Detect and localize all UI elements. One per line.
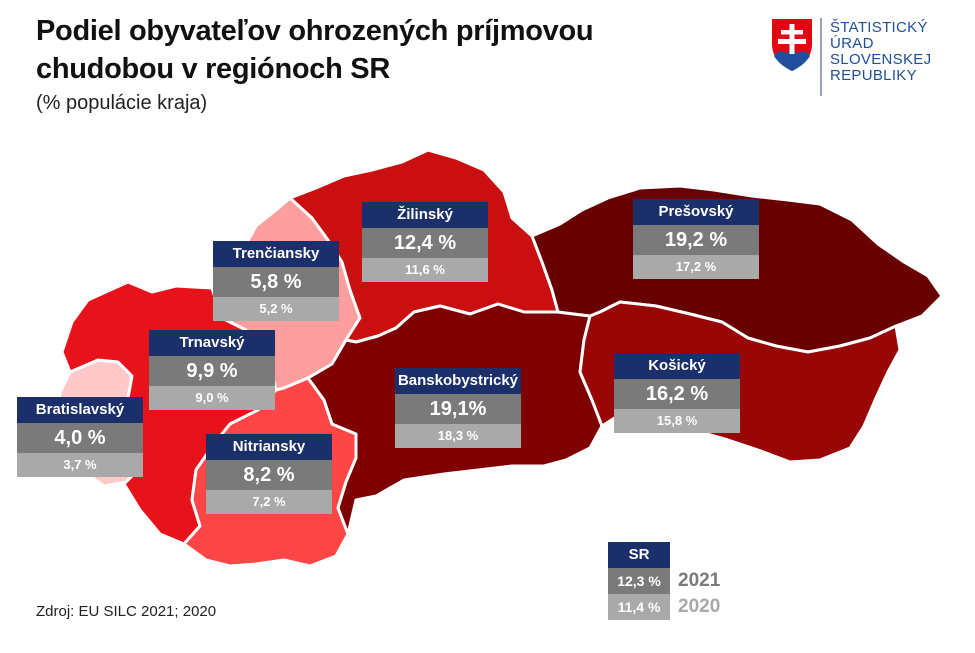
label-presovsky: Prešovský 19,2 % 17,2 % xyxy=(633,199,759,279)
value-2021: 4,0 % xyxy=(17,423,143,453)
value-2020: 5,2 % xyxy=(213,297,339,321)
source-note: Zdroj: EU SILC 2021; 2020 xyxy=(36,603,217,620)
label-banskobystricky: Banskobystrický 19,1% 18,3 % xyxy=(395,368,521,448)
label-bratislavsky: Bratislavský 4,0 % 3,7 % xyxy=(17,397,143,477)
sr-legend: SR 12,3 % 2021 11,4 % 2020 xyxy=(608,542,720,620)
value-2021: 19,2 % xyxy=(633,225,759,255)
value-2020: 18,3 % xyxy=(395,424,521,448)
region-name: Trnavský xyxy=(149,330,275,356)
value-2020: 9,0 % xyxy=(149,386,275,410)
value-2021: 5,8 % xyxy=(213,267,339,297)
sr-year-2021: 2021 xyxy=(678,570,721,591)
title-line-1: Podiel obyvateľov ohrozených príjmovou xyxy=(36,15,594,47)
logo-line-3: SLOVENSKEJ xyxy=(830,51,932,68)
label-trnavsky: Trnavský 9,9 % 9,0 % xyxy=(149,330,275,410)
sr-row-2021: 12,3 % 2021 xyxy=(608,568,720,594)
value-2021: 16,2 % xyxy=(614,379,740,409)
label-zilinsky: Žilinský 12,4 % 11,6 % xyxy=(362,202,488,282)
logo-divider xyxy=(820,18,822,96)
value-2020: 11,6 % xyxy=(362,258,488,282)
sr-year-2020: 2020 xyxy=(678,596,721,617)
statistical-office-logo: ŠTATISTICKÝ ÚRAD SLOVENSKEJ REPUBLIKY xyxy=(767,14,967,104)
title-line-2: chudobou v regiónoch SR xyxy=(36,53,390,85)
region-name: Prešovský xyxy=(633,199,759,225)
value-2020: 3,7 % xyxy=(17,453,143,477)
label-kosicky: Košický 16,2 % 15,8 % xyxy=(614,353,740,433)
sr-value-2020: 11,4 % xyxy=(608,594,670,620)
region-name: Banskobystrický xyxy=(395,368,521,394)
logo-line-2: ÚRAD xyxy=(830,35,874,52)
value-2020: 7,2 % xyxy=(206,490,332,514)
value-2021: 8,2 % xyxy=(206,460,332,490)
value-2020: 17,2 % xyxy=(633,255,759,279)
region-name: Bratislavský xyxy=(17,397,143,423)
region-name: Nitriansky xyxy=(206,434,332,460)
region-name: Žilinský xyxy=(362,202,488,228)
logo-line-1: ŠTATISTICKÝ xyxy=(830,19,928,36)
logo-text: ŠTATISTICKÝ ÚRAD SLOVENSKEJ REPUBLIKY xyxy=(830,20,931,84)
sr-row-2020: 11,4 % 2020 xyxy=(608,594,720,620)
label-trenciansky: Trenčiansky 5,8 % 5,2 % xyxy=(213,241,339,321)
label-nitriansky: Nitriansky 8,2 % 7,2 % xyxy=(206,434,332,514)
subtitle: (% populácie kraja) xyxy=(36,92,208,114)
region-name: Košický xyxy=(614,353,740,379)
value-2021: 9,9 % xyxy=(149,356,275,386)
page-title: Podiel obyvateľov ohrozených príjmovou c… xyxy=(36,12,594,88)
value-2021: 19,1% xyxy=(395,394,521,424)
region-name: Trenčiansky xyxy=(213,241,339,267)
sr-name: SR xyxy=(608,542,670,568)
slovak-coat-of-arms-icon xyxy=(768,15,816,76)
value-2020: 15,8 % xyxy=(614,409,740,433)
sr-value-2021: 12,3 % xyxy=(608,568,670,594)
logo-line-4: REPUBLIKY xyxy=(830,67,917,84)
value-2021: 12,4 % xyxy=(362,228,488,258)
